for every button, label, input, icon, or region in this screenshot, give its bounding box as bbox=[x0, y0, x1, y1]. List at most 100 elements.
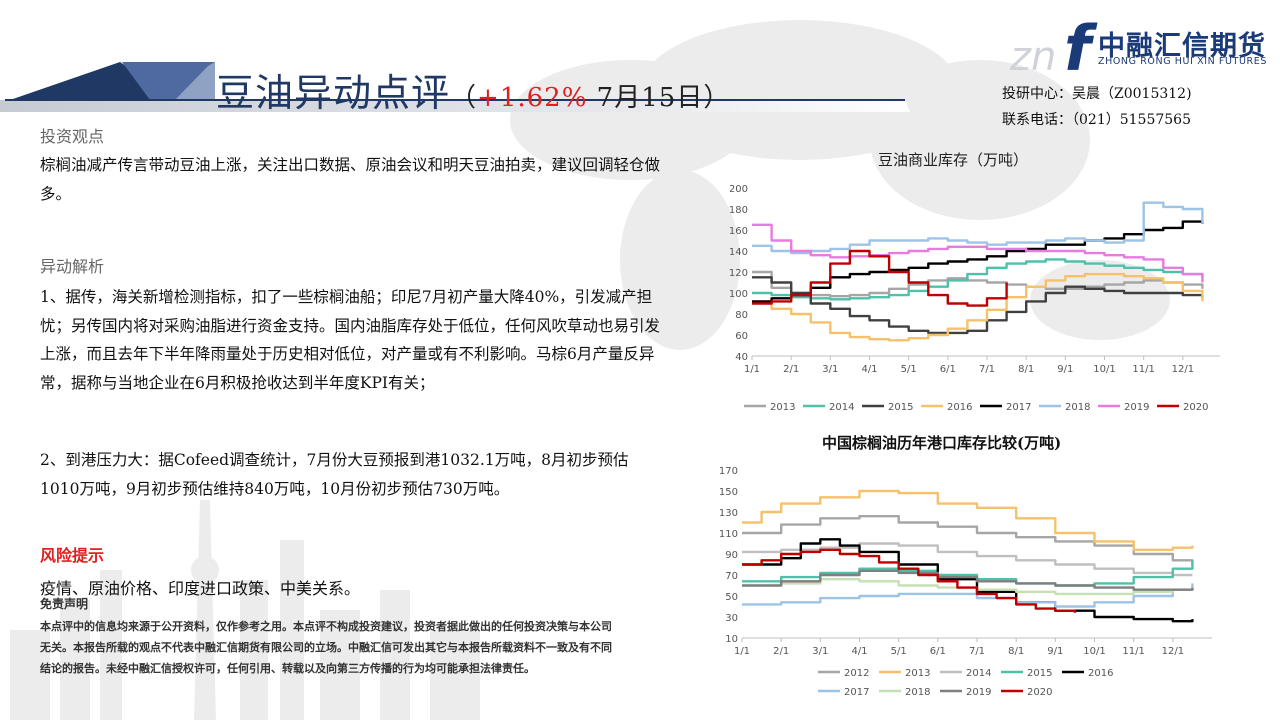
palm-oil-chart-title: 中国棕榈油历年港口库存比较(万吨) bbox=[822, 434, 1062, 452]
series-line-2018 bbox=[752, 201, 1204, 255]
legend-label-2014: 2014 bbox=[829, 402, 854, 413]
series-line-2013 bbox=[742, 489, 1194, 551]
x-tick-label: 10/1 bbox=[1083, 646, 1105, 657]
disclaimer-heading: 免责声明 bbox=[40, 597, 89, 611]
header-banner bbox=[0, 62, 910, 112]
x-tick-label: 11/1 bbox=[1132, 364, 1154, 375]
y-tick-label: 30 bbox=[725, 613, 738, 624]
logo-mark-prefix: zn bbox=[1010, 34, 1056, 74]
view-text: 棕榈油减产传言带动豆油上涨，关注出口数据、原油会议和明天豆油拍卖，建议回调轻仓做… bbox=[40, 156, 661, 203]
logo-mark-icon: zn f bbox=[1010, 12, 1098, 74]
y-tick-label: 10 bbox=[725, 634, 738, 645]
x-tick-label: 12/1 bbox=[1172, 364, 1194, 375]
analysis-paragraph-2: 2、到港压力大：据Cofeed调查统计，7月份大豆预报到港1032.1万吨，8月… bbox=[40, 451, 629, 498]
legend-label-2019: 2019 bbox=[1124, 402, 1149, 413]
legend-label-2014: 2014 bbox=[966, 668, 991, 679]
y-tick-label: 110 bbox=[720, 529, 738, 540]
legend-label-2020: 2020 bbox=[1183, 402, 1208, 413]
y-tick-label: 130 bbox=[720, 508, 738, 519]
series-line-2017 bbox=[752, 220, 1204, 303]
x-tick-label: 12/1 bbox=[1162, 646, 1184, 657]
y-tick-label: 80 bbox=[735, 310, 748, 321]
x-tick-label: 1/1 bbox=[744, 364, 760, 375]
legend-label-2013: 2013 bbox=[905, 668, 930, 679]
legend-label-2020: 2020 bbox=[1027, 687, 1052, 698]
title-date: 7月15日） bbox=[587, 83, 731, 113]
legend-label-2015: 2015 bbox=[1027, 668, 1052, 679]
y-tick-label: 120 bbox=[730, 268, 748, 279]
title-text: 豆油异动点评 bbox=[216, 71, 451, 115]
legend-label-2018: 2018 bbox=[905, 687, 930, 698]
y-tick-label: 100 bbox=[730, 289, 748, 300]
logo-name-en: ZHONG RONG HUI XIN FUTURES bbox=[1098, 56, 1267, 67]
analyst-info: 投研中心：吴晨（Z0015312) bbox=[1002, 86, 1192, 102]
x-tick-label: 6/1 bbox=[940, 364, 956, 375]
legend-label-2015: 2015 bbox=[888, 402, 913, 413]
risk-heading: 风险提示 bbox=[40, 546, 105, 565]
view-heading: 投资观点 bbox=[40, 127, 105, 146]
legend-label-2018: 2018 bbox=[1065, 402, 1090, 413]
legend-label-2013: 2013 bbox=[770, 402, 795, 413]
y-tick-label: 140 bbox=[730, 247, 748, 258]
series-line-2012 bbox=[742, 515, 1194, 565]
x-tick-label: 4/1 bbox=[851, 646, 867, 657]
risk-text: 疫情、原油价格、印度进口政策、中美关系。 bbox=[40, 579, 361, 598]
world-map-watermark bbox=[510, 20, 1170, 350]
y-tick-label: 40 bbox=[735, 352, 748, 363]
logo-name: 中融汇信期货 bbox=[1098, 31, 1266, 62]
y-tick-label: 200 bbox=[730, 184, 748, 195]
x-tick-label: 8/1 bbox=[1008, 646, 1024, 657]
y-tick-label: 170 bbox=[720, 466, 738, 477]
legend-label-2012: 2012 bbox=[844, 668, 869, 679]
x-tick-label: 3/1 bbox=[812, 646, 828, 657]
x-tick-label: 9/1 bbox=[1057, 364, 1073, 375]
palm-oil-port-inventory-chart: 10 30 50 70 90 110 130 150 170 1/1 2/1 3/1 4/1 5/1 6/1… bbox=[720, 466, 1212, 698]
legend-label-2019: 2019 bbox=[966, 687, 991, 698]
series-line-2020 bbox=[752, 249, 1008, 307]
series-line-2019 bbox=[742, 569, 1194, 591]
x-tick-label: 6/1 bbox=[930, 646, 946, 657]
soyoil-inventory-chart: 40 60 80 100 120 140 160 180 200 1/1 2/1 3/1 4/1 5/1 6… bbox=[730, 184, 1220, 413]
y-tick-label: 180 bbox=[730, 205, 748, 216]
y-tick-label: 160 bbox=[730, 226, 748, 237]
x-tick-label: 5/1 bbox=[891, 646, 907, 657]
soyoil-chart-title: 豆油商业库存（万吨） bbox=[878, 151, 1029, 169]
y-tick-label: 50 bbox=[725, 592, 738, 603]
series-line-2013 bbox=[752, 270, 1204, 298]
y-tick-label: 70 bbox=[725, 571, 738, 582]
x-tick-label: 2/1 bbox=[773, 646, 789, 657]
analysis-heading: 异动解析 bbox=[40, 257, 105, 276]
x-tick-label: 7/1 bbox=[979, 364, 995, 375]
series-line-2014 bbox=[742, 542, 1193, 577]
title-paren-open: （ bbox=[450, 83, 478, 113]
series-line-2014 bbox=[752, 258, 1204, 301]
legend-label-2016: 2016 bbox=[1088, 668, 1113, 679]
x-tick-label: 10/1 bbox=[1093, 364, 1115, 375]
x-tick-label: 7/1 bbox=[969, 646, 985, 657]
logo-mark-letter: f bbox=[1064, 12, 1098, 74]
legend-label-2017: 2017 bbox=[1006, 402, 1031, 413]
disclaimer-text: 本点评中的信息均来源于公开资料，仅作参考之用。本点评不构成投资建议，投资者据此做… bbox=[40, 620, 612, 675]
phone-info: 联系电话：（021）51557565 bbox=[1002, 112, 1191, 128]
series-line-2020 bbox=[742, 548, 1077, 613]
x-tick-label: 4/1 bbox=[861, 364, 877, 375]
x-tick-label: 8/1 bbox=[1018, 364, 1034, 375]
x-tick-label: 5/1 bbox=[901, 364, 917, 375]
price-change: +1.62% bbox=[477, 83, 588, 113]
page-title: 豆油异动点评（+1.62% 7月15日） bbox=[216, 62, 730, 117]
y-tick-label: 90 bbox=[725, 550, 738, 561]
series-line-2019 bbox=[752, 223, 1204, 283]
x-tick-label: 1/1 bbox=[734, 646, 750, 657]
company-logo: zn f bbox=[1010, 10, 1280, 76]
x-tick-label: 3/1 bbox=[822, 364, 838, 375]
series-line-2015 bbox=[752, 276, 1204, 335]
analysis-paragraph-1: 1、据传，海关新增检测指标，扣了一些棕榈油船；印尼7月初产量大降40%，引发减产… bbox=[40, 288, 661, 392]
x-tick-label: 11/1 bbox=[1122, 646, 1144, 657]
y-tick-label: 60 bbox=[735, 331, 748, 342]
series-line-2016 bbox=[752, 272, 1204, 342]
y-tick-label: 150 bbox=[720, 487, 738, 498]
city-skyline-watermark bbox=[10, 500, 480, 720]
x-tick-label: 2/1 bbox=[783, 364, 799, 375]
legend-label-2017: 2017 bbox=[844, 687, 869, 698]
legend-label-2016: 2016 bbox=[947, 402, 972, 413]
